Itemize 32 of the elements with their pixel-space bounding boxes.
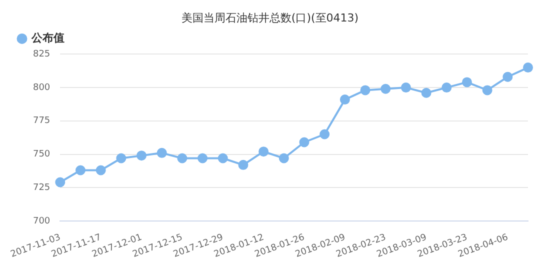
point xyxy=(380,84,391,94)
point xyxy=(400,82,411,93)
point xyxy=(299,137,310,148)
point xyxy=(442,82,452,93)
point xyxy=(75,165,86,176)
point xyxy=(502,72,513,82)
point xyxy=(360,85,370,96)
y-tick-label: 700 xyxy=(32,216,50,226)
point xyxy=(218,153,228,164)
point xyxy=(55,177,66,188)
point xyxy=(421,88,432,98)
point xyxy=(340,94,350,105)
y-tick-label: 725 xyxy=(32,182,50,193)
point xyxy=(156,148,167,158)
point xyxy=(258,146,269,157)
y-tick-label: 825 xyxy=(32,50,50,60)
point xyxy=(523,62,533,73)
point xyxy=(136,150,147,161)
point xyxy=(482,85,492,96)
point xyxy=(96,165,106,176)
point xyxy=(320,129,330,140)
point xyxy=(462,77,472,88)
y-tick-label: 775 xyxy=(32,116,50,126)
point xyxy=(198,153,208,164)
legend-label: 公布值 xyxy=(30,32,64,45)
point xyxy=(278,153,289,164)
chart-title: 美国当周石油钻井总数(口)(至0413) xyxy=(181,11,359,24)
point xyxy=(177,153,188,164)
y-tick-label: 750 xyxy=(32,150,50,160)
point xyxy=(238,160,248,170)
y-tick-label: 800 xyxy=(32,82,50,93)
point xyxy=(116,153,126,164)
